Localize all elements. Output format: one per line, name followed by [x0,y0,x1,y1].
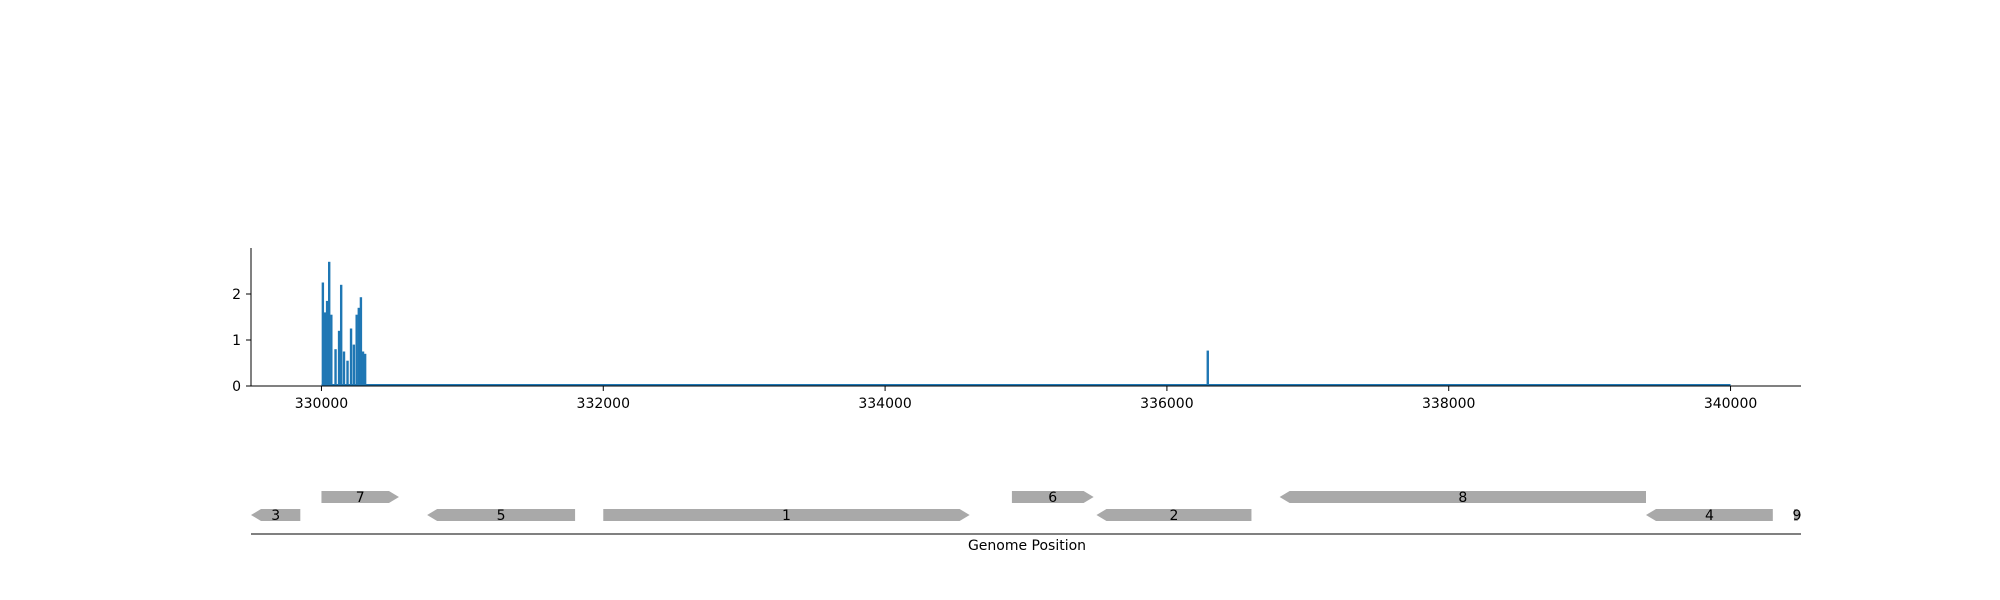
gene-arrow [603,509,970,521]
gene-arrow [1096,509,1252,521]
coverage-bar [323,312,327,386]
y-tick-label: 0 [232,379,241,395]
coverage-bar [359,297,363,386]
gene-label: 3 [271,508,280,524]
coverage-plot: 0 1 2 330000 332000 334000 336000 338000 340000 [232,248,1801,412]
y-axis-ticks: 0 1 2 [232,287,251,395]
gene-label: 1 [782,508,791,524]
coverage-bar [330,314,333,386]
x-tick-label: 336000 [1140,396,1193,412]
gene-arrow [1011,491,1094,503]
coverage-bar [321,282,325,386]
coverage-bar [328,261,331,386]
x-tick-label: 338000 [1422,396,1475,412]
gene-label: 4 [1705,508,1714,524]
gene-label: 6 [1048,490,1057,506]
coverage-bar [355,314,358,386]
coverage-bar [352,344,356,386]
coverage-bar [339,284,343,386]
coverage-bar [334,349,337,386]
coverage-bar [363,353,367,386]
x-axis-ticks: 330000 332000 334000 336000 338000 340000 [295,386,1757,412]
coverage-bar [325,300,329,386]
gene-arrow [321,491,399,503]
coverage-bar [337,330,341,386]
gene-track-xlabel: Genome Position [968,538,1086,554]
gene-arrow [1646,509,1773,521]
gene-arrow [1793,509,1801,521]
gene-arrow [1279,491,1646,503]
coverage-bar [357,307,360,386]
gene-label: 8 [1458,490,1467,506]
gene-label: 7 [356,490,365,506]
coverage-bar [361,351,365,386]
coverage-bars [321,261,1209,386]
coverage-bar [1206,350,1209,386]
x-tick-label: 332000 [577,396,630,412]
gene-label: 5 [497,508,506,524]
y-tick-label: 1 [232,333,241,349]
gene-label: 2 [1169,508,1178,524]
x-tick-label: 334000 [858,396,911,412]
gene-label: 9 [1793,508,1802,524]
coverage-bar [349,328,353,386]
gene-arrow [427,509,576,521]
coverage-bar [346,360,349,386]
coverage-bar [342,351,346,386]
x-tick-label: 340000 [1704,396,1757,412]
gene-arrow [251,509,301,521]
gene-shapes: 3 7 5 1 6 2 8 4 9 [251,490,1801,524]
y-tick-label: 2 [232,287,241,303]
gene-track: 3 7 5 1 6 2 8 4 9 Genome Position [251,490,1801,554]
x-tick-label: 330000 [295,396,348,412]
